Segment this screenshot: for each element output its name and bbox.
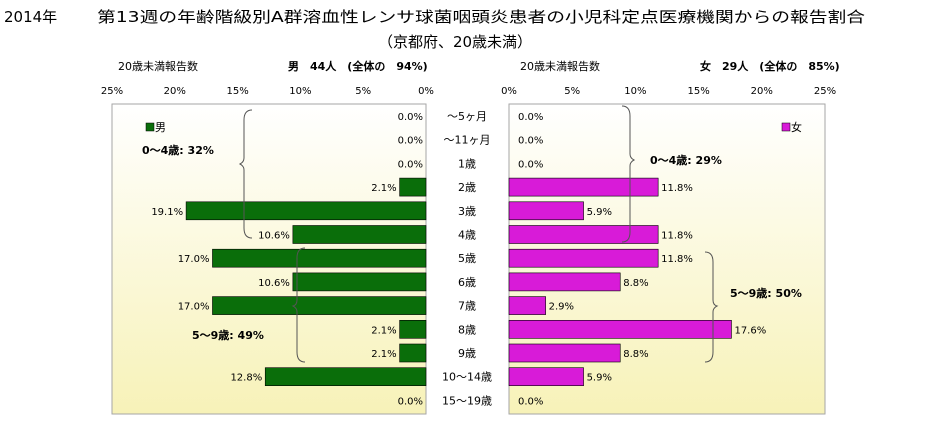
male-bar [185,201,427,221]
female-header-total: 女 29人 (全体の 85%) [700,59,840,73]
female-value-label: 8.8% [623,349,648,360]
male-x-tick-label: 20% [164,86,186,97]
female-value-label: 11.8% [661,183,693,194]
female-x-tick-label: 5% [564,86,580,97]
male-bar [399,177,427,197]
female-value-label: 5.9% [587,373,612,384]
age-category-label: 3歳 [458,205,476,218]
female-value-label: 5.9% [587,207,612,218]
age-category-label: 6歳 [458,276,476,289]
female-value-label: 0.0% [518,136,543,147]
male-x-tick-label: 25% [101,86,123,97]
axis-ticks: 25% 20% 15% 10% 5% 0% 0% 5% 10% 15% 20% 25% [101,86,836,97]
female-x-tick-label: 15% [687,86,709,97]
male-brace-0-4 [238,109,253,239]
male-value-label: 0.0% [398,159,423,170]
male-value-label: 2.1% [371,325,396,336]
female-bar [508,225,659,244]
male-header-count-label: 20歳未満報告数 [118,60,198,73]
age-category-label: 15～19歳 [442,394,492,407]
male-legend-swatch [145,122,155,132]
chart-title: 第13週の年齢階級別A群溶血性レンサ球菌咽頭炎患者の小児科定点医療機関からの報告… [97,8,865,26]
female-x-tick-label: 20% [751,86,773,97]
female-value-label: 0.0% [518,159,543,170]
chart-year: 2014年 [4,8,57,26]
female-bars [508,177,732,387]
female-x-tick-label: 10% [624,86,646,97]
female-group-label-0-4: 0～4歳: 29% [650,153,722,167]
age-category-label: 8歳 [458,323,476,336]
age-category-label: 7歳 [458,300,476,313]
male-bars [185,177,427,387]
female-bar [508,367,584,387]
female-brace-0-4 [621,105,636,243]
male-value-label: 17.0% [178,254,210,265]
female-bar [508,319,732,339]
age-category-label: 10～14歳 [442,371,492,384]
female-legend-label: 女 [791,120,802,134]
male-bar [264,367,427,387]
male-value-label: 17.0% [178,302,210,313]
female-value-label: 11.8% [661,231,693,242]
female-value-label: 0.0% [518,112,543,123]
male-value-label: 2.1% [371,183,396,194]
female-header-count-label: 20歳未満報告数 [520,60,600,73]
male-value-label: 0.0% [398,396,423,407]
male-bar [399,343,427,363]
female-group-label-5-9: 5～9歳: 50% [730,286,802,300]
male-group-label-5-9: 5～9歳: 49% [192,328,264,342]
female-bar [508,272,621,292]
male-bar [399,319,427,339]
male-x-tick-label: 0% [418,86,434,97]
male-brace-5-9 [291,247,306,363]
female-value-label: 17.6% [734,325,766,336]
male-value-label: 0.0% [398,136,423,147]
female-bar [508,177,659,197]
male-value-label: 10.6% [258,278,290,289]
male-bar [292,225,427,244]
male-value-label: 0.0% [398,112,423,123]
age-category-label: 9歳 [458,347,476,360]
female-legend-swatch [781,122,791,132]
female-bar [508,296,546,315]
age-category-labels: ～5ヶ月 ～11ヶ月 1歳 2歳 3歳 4歳 5歳 6歳 7歳 8歳 9歳 10～14歳 15～19歳 [442,110,492,407]
male-x-tick-label: 15% [226,86,248,97]
female-value-label: 11.8% [661,254,693,265]
male-value-label: 10.6% [258,231,290,242]
male-x-tick-label: 5% [355,86,371,97]
male-group-label-0-4: 0～4歳: 32% [142,143,214,157]
female-brace-5-9 [704,251,719,363]
chart-subtitle: （京都府、20歳未満） [378,33,532,51]
age-category-label: 2歳 [458,181,476,194]
male-value-label: 2.1% [371,349,396,360]
female-value-label: 2.9% [549,302,574,313]
male-x-tick-label: 10% [289,86,311,97]
value-labels: 0.0% 0.0% 0.0% 0.0% 0.0% 0.0% 2.1% 11.8% 19.1% 5.… [151,112,766,407]
female-x-tick-label: 25% [814,86,836,97]
male-header-total: 男 44人 (全体の 94%) [288,59,428,73]
male-legend-label: 男 [155,121,166,134]
female-bar [508,201,584,221]
male-bar [212,296,427,315]
female-bar [508,248,659,268]
female-value-label: 8.8% [623,278,648,289]
female-bar [508,343,621,363]
female-x-tick-label: 0% [501,86,517,97]
age-category-label: 5歳 [458,252,476,265]
age-category-label: ～5ヶ月 [447,110,487,123]
male-bar [292,272,427,292]
male-value-label: 12.8% [230,373,262,384]
female-value-label: 0.0% [518,396,543,407]
male-bar [212,248,427,268]
age-category-label: 1歳 [458,157,476,170]
male-value-label: 19.1% [151,207,183,218]
age-category-label: 4歳 [458,229,476,242]
age-category-label: ～11ヶ月 [444,134,491,147]
